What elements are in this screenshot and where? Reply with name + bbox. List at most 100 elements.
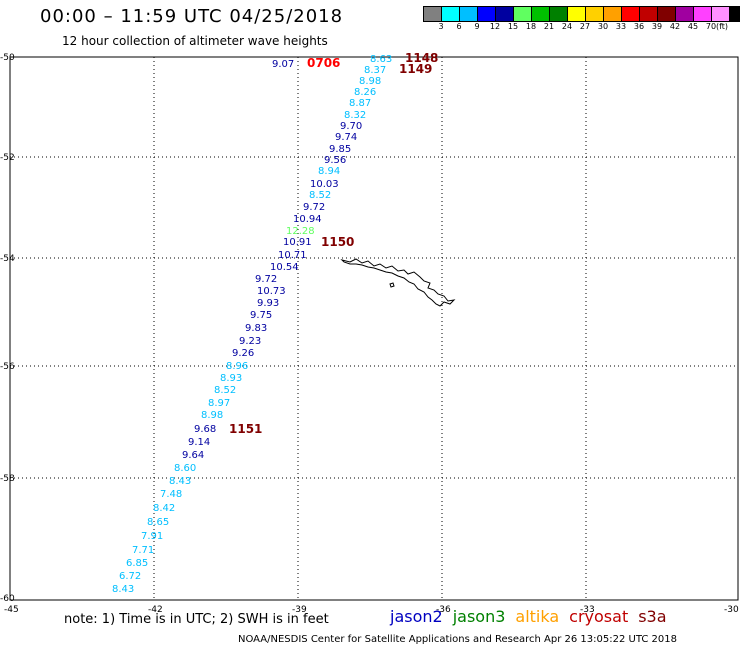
- wave-height-value: 8.98: [201, 410, 223, 421]
- color-scale-bar: [423, 6, 740, 22]
- wave-height-value: 8.63: [370, 54, 392, 65]
- wave-height-value: 9.07: [272, 59, 294, 70]
- scale-label: 45: [687, 22, 699, 31]
- satellite-legend-altika: altika: [515, 607, 560, 626]
- wave-height-value: 6.72: [119, 571, 141, 582]
- wave-height-value: 9.64: [182, 450, 204, 461]
- scale-swatch: [568, 7, 586, 21]
- longitude-tick-label: -36: [436, 605, 451, 615]
- latitude-tick-label: -58: [0, 474, 15, 484]
- longitude-tick-label: -39: [292, 605, 307, 615]
- scale-label: 36: [633, 22, 645, 31]
- wave-height-value: 8.52: [309, 190, 331, 201]
- latitude-tick-label: -52: [0, 153, 15, 163]
- color-scale-labels: 3 6 9 12 15 18 21 24 27 30 33 36 39 42 45 70: [423, 22, 720, 31]
- wave-height-value: 10.73: [257, 286, 286, 297]
- satellite-legend-jason2: jason2: [390, 607, 443, 626]
- axis-labels: -45 -42 -39 -36 -33 -30 -50 -52 -54 -56 -58 -60: [0, 53, 739, 615]
- wave-height-value: 10.71: [278, 250, 307, 261]
- scale-label: 39: [651, 22, 663, 31]
- latitude-tick-label: -50: [0, 53, 15, 63]
- scale-label: 21: [543, 22, 555, 31]
- longitude-tick-label: -42: [148, 605, 163, 615]
- scale-label: 24: [561, 22, 573, 31]
- map-title: 00:00 – 11:59 UTC 04/25/2018: [40, 6, 344, 27]
- track-values: 8.638.378.988.268.878.329.709.749.859.56…: [112, 54, 392, 595]
- scale-label: 3: [438, 22, 444, 31]
- wave-height-value: 8.26: [354, 87, 376, 98]
- wave-height-value: 8.32: [344, 110, 366, 121]
- wave-height-value: 8.97: [208, 398, 230, 409]
- scale-swatch: [550, 7, 568, 21]
- footnote: note: 1) Time is in UTC; 2) SWH is in fe…: [64, 612, 329, 627]
- scale-swatch: [676, 7, 694, 21]
- scale-swatch: [532, 7, 550, 21]
- satellite-legend: jason2 jason3 altika cryosat s3a: [390, 607, 677, 626]
- scale-label: 6: [456, 22, 462, 31]
- scale-swatch: [586, 7, 604, 21]
- latitude-tick-label: -56: [0, 362, 15, 372]
- time-label: 1151: [229, 422, 262, 436]
- wave-height-value: 8.96: [226, 361, 248, 372]
- wave-height-value: 9.72: [255, 274, 277, 285]
- scale-label: 70: [705, 22, 717, 31]
- wave-height-value: 9.83: [245, 323, 267, 334]
- wave-height-value: 8.42: [153, 503, 175, 514]
- scale-label: 42: [669, 22, 681, 31]
- scale-unit: (ft): [716, 22, 729, 31]
- wave-height-value: 9.26: [232, 348, 254, 359]
- wave-height-value: 9.74: [335, 132, 357, 143]
- scale-swatch: [640, 7, 658, 21]
- wave-height-value: 8.37: [364, 65, 386, 76]
- scale-label: 9: [474, 22, 480, 31]
- wave-height-value: 8.98: [359, 76, 381, 87]
- satellite-legend-jason3: jason3: [452, 607, 506, 626]
- wave-height-value: 9.93: [257, 298, 279, 309]
- scale-swatch: [460, 7, 478, 21]
- scale-swatch: [478, 7, 496, 21]
- scale-label: 27: [579, 22, 591, 31]
- scale-swatch: [496, 7, 514, 21]
- wave-height-value: 8.87: [349, 98, 371, 109]
- satellite-legend-s3a: s3a: [638, 607, 667, 626]
- latitude-tick-label: -60: [0, 594, 15, 604]
- wave-height-value: 7.91: [141, 531, 163, 542]
- longitude-tick-label: -45: [4, 605, 19, 615]
- wave-height-value: 6.85: [126, 558, 148, 569]
- scale-swatch: [694, 7, 712, 21]
- wave-height-value: 7.71: [132, 545, 154, 556]
- scale-label: 12: [489, 22, 501, 31]
- scale-swatch: [730, 7, 740, 21]
- wave-height-value: 9.75: [250, 310, 272, 321]
- wave-height-value: 7.48: [160, 489, 182, 500]
- scale-swatch: [658, 7, 676, 21]
- time-label: 0706: [307, 56, 340, 70]
- latitude-tick-label: -54: [0, 254, 15, 264]
- coastline-islet: [389, 282, 395, 288]
- scale-swatch: [424, 7, 442, 21]
- wave-height-value: 8.65: [147, 517, 169, 528]
- map-subtitle: 12 hour collection of altimeter wave hei…: [62, 34, 328, 48]
- wave-height-value: 9.70: [340, 121, 362, 132]
- south-georgia-coastline: [340, 258, 456, 307]
- scale-swatch: [712, 7, 730, 21]
- graticule: [10, 57, 738, 600]
- wave-height-value: 8.60: [174, 463, 196, 474]
- wave-height-value: 10.94: [293, 214, 322, 225]
- wave-height-value: 8.43: [169, 476, 191, 487]
- wave-height-value: 9.85: [329, 144, 351, 155]
- scale-swatch: [622, 7, 640, 21]
- scale-swatch: [442, 7, 460, 21]
- wave-height-value: 8.52: [214, 385, 236, 396]
- map-frame: [9, 56, 739, 601]
- time-label: 1149: [399, 62, 432, 76]
- wave-height-value: 9.14: [188, 437, 210, 448]
- scale-swatch: [514, 7, 532, 21]
- wave-height-value: 9.56: [324, 155, 346, 166]
- wave-height-value: 10.54: [270, 262, 299, 273]
- scale-label: 30: [597, 22, 609, 31]
- wave-height-value: 8.43: [112, 584, 134, 595]
- wave-height-value: 8.93: [220, 373, 242, 384]
